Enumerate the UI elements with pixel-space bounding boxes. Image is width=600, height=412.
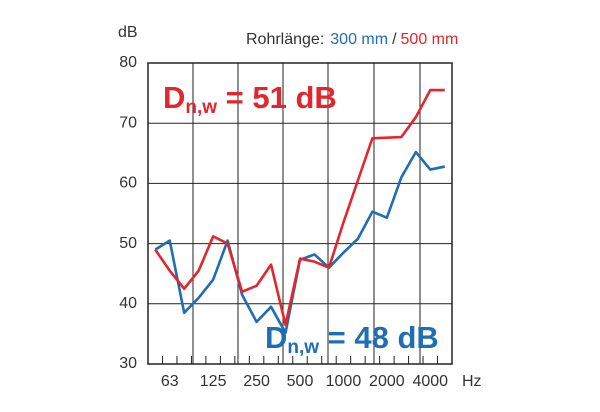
x-tick-label: 4000	[412, 373, 448, 390]
annotation-tail: = 51 dB	[217, 80, 337, 115]
annotation-sub: n,w	[185, 97, 217, 118]
x-tick-label: 2000	[369, 373, 405, 390]
x-tick-label: 1000	[326, 373, 362, 390]
legend-title: Rohrlänge:	[246, 31, 324, 48]
y-tick-label: 80	[119, 54, 137, 71]
y-axis-label: dB	[118, 24, 138, 41]
legend: Rohrlänge: 300 mm/500 mm	[246, 31, 458, 48]
x-tick-label: 63	[161, 373, 179, 390]
series-line	[154, 88, 445, 327]
x-tick-label: 250	[243, 373, 270, 390]
legend-entry: 500 mm	[401, 31, 459, 48]
y-tick-label: 30	[119, 355, 137, 372]
x-tick-label: 125	[200, 373, 227, 390]
y-tick-label: 70	[119, 114, 137, 131]
annotation: Dn,w = 48 dB	[265, 320, 439, 358]
legend-entry: 300 mm	[330, 31, 388, 48]
annotation: Dn,w = 51 dB	[163, 80, 337, 118]
series-line	[154, 150, 446, 334]
x-tick-label: 500	[287, 373, 314, 390]
annotation-main: D	[163, 80, 185, 115]
y-tick-label: 40	[119, 295, 137, 312]
y-tick-label: 60	[119, 175, 137, 192]
annotation-sub: n,w	[287, 337, 319, 358]
legend-separator: /	[392, 31, 397, 48]
y-tick-label: 50	[119, 235, 137, 252]
annotation-main: D	[265, 320, 287, 355]
annotation-tail: = 48 dB	[319, 320, 439, 355]
x-axis-label: Hz	[462, 373, 482, 390]
